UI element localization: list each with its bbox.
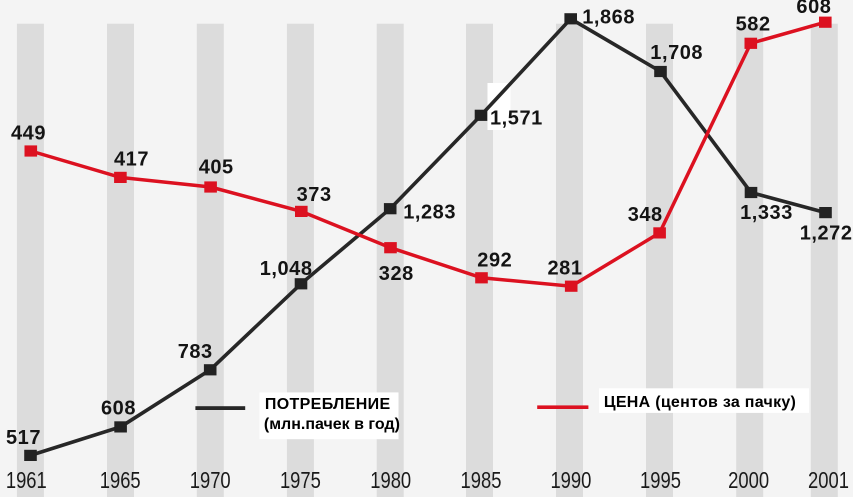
svg-text:608: 608 (796, 0, 831, 18)
svg-text:ЦЕНА (центов за пачку): ЦЕНА (центов за пачку) (604, 394, 796, 411)
svg-text:417: 417 (114, 148, 149, 170)
svg-text:1,571: 1,571 (490, 108, 543, 130)
svg-text:1,868: 1,868 (582, 7, 635, 29)
svg-text:1985: 1985 (461, 468, 502, 493)
svg-text:1970: 1970 (190, 468, 231, 493)
svg-text:292: 292 (477, 249, 512, 271)
svg-text:1,708: 1,708 (650, 42, 703, 64)
svg-text:1961: 1961 (6, 468, 47, 493)
svg-text:1,048: 1,048 (260, 258, 313, 280)
svg-text:1,272: 1,272 (800, 223, 853, 245)
svg-text:1980: 1980 (370, 468, 411, 493)
svg-text:1,333: 1,333 (740, 202, 793, 224)
svg-text:517: 517 (6, 427, 41, 449)
svg-text:328: 328 (379, 263, 414, 285)
svg-text:405: 405 (199, 157, 234, 179)
svg-text:1975: 1975 (280, 468, 321, 493)
svg-text:783: 783 (178, 341, 213, 363)
svg-text:2001: 2001 (808, 468, 849, 493)
svg-text:ПОТРЕБЛЕНИЕ: ПОТРЕБЛЕНИЕ (265, 396, 391, 413)
svg-text:1995: 1995 (640, 468, 681, 493)
svg-text:348: 348 (628, 204, 663, 226)
svg-text:1,283: 1,283 (403, 202, 456, 224)
svg-text:449: 449 (11, 123, 46, 145)
svg-text:2000: 2000 (728, 468, 769, 493)
svg-text:582: 582 (736, 14, 771, 36)
svg-text:608: 608 (101, 398, 136, 420)
svg-text:281: 281 (548, 258, 583, 280)
svg-text:1990: 1990 (550, 468, 591, 493)
svg-text:(млн.пачек в год): (млн.пачек в год) (264, 416, 400, 433)
svg-text:1965: 1965 (100, 468, 141, 493)
svg-text:373: 373 (297, 184, 332, 206)
